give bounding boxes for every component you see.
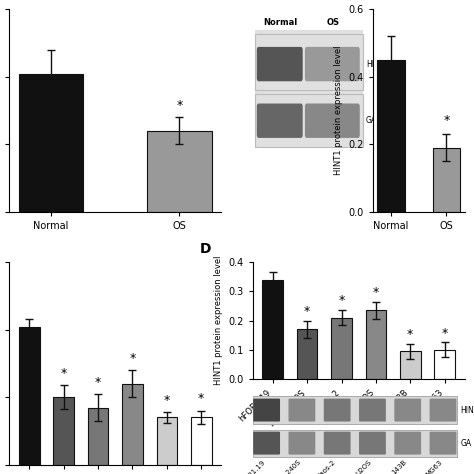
Bar <box>255 94 363 147</box>
Bar <box>253 396 457 424</box>
Y-axis label: HINT1 protein expression level: HINT1 protein expression level <box>334 46 343 175</box>
Text: MG63: MG63 <box>424 459 443 474</box>
FancyBboxPatch shape <box>324 432 351 455</box>
Text: *: * <box>443 114 450 128</box>
FancyBboxPatch shape <box>429 432 456 455</box>
Bar <box>191 417 211 465</box>
Bar <box>122 383 143 465</box>
Bar <box>434 350 455 379</box>
Bar <box>255 30 363 147</box>
Text: U2OS: U2OS <box>355 459 373 474</box>
FancyBboxPatch shape <box>257 47 303 81</box>
Text: *: * <box>304 305 310 318</box>
FancyBboxPatch shape <box>359 432 386 455</box>
Y-axis label: HINT1 protein expression level: HINT1 protein expression level <box>214 256 223 385</box>
Bar <box>263 280 283 379</box>
Text: *: * <box>176 99 182 112</box>
Text: *: * <box>441 327 448 339</box>
FancyBboxPatch shape <box>305 47 360 81</box>
Text: *: * <box>198 392 204 405</box>
Text: *: * <box>373 286 379 299</box>
Text: *: * <box>338 294 345 308</box>
Text: 143B: 143B <box>391 459 408 474</box>
Text: *: * <box>95 376 101 389</box>
Text: *: * <box>407 328 413 341</box>
FancyBboxPatch shape <box>257 103 303 138</box>
Bar <box>156 417 177 465</box>
Text: Saos-2: Saos-2 <box>317 459 337 474</box>
Bar <box>377 60 405 212</box>
FancyBboxPatch shape <box>253 399 280 421</box>
Text: D: D <box>200 242 211 256</box>
Bar <box>19 74 83 212</box>
FancyBboxPatch shape <box>429 399 456 421</box>
Text: Normal: Normal <box>264 18 298 27</box>
Bar <box>54 397 74 465</box>
Text: HIN: HIN <box>460 406 474 415</box>
Text: *: * <box>61 366 67 380</box>
Bar <box>253 429 457 457</box>
FancyBboxPatch shape <box>394 432 421 455</box>
Bar <box>88 408 109 465</box>
Bar <box>255 34 363 91</box>
Text: OS: OS <box>327 18 340 27</box>
Text: *: * <box>164 393 170 407</box>
Bar <box>365 310 386 379</box>
Bar <box>297 329 318 379</box>
FancyBboxPatch shape <box>289 432 315 455</box>
Bar <box>19 327 40 465</box>
Text: GA: GA <box>460 438 472 447</box>
Bar <box>400 351 420 379</box>
Bar <box>433 148 460 212</box>
Text: *: * <box>129 352 136 365</box>
Text: GAPDH: GAPDH <box>366 116 393 125</box>
FancyBboxPatch shape <box>359 399 386 421</box>
Bar <box>147 131 211 212</box>
FancyBboxPatch shape <box>324 399 351 421</box>
FancyBboxPatch shape <box>305 103 360 138</box>
Bar <box>331 318 352 379</box>
Text: HINT1: HINT1 <box>366 60 389 69</box>
FancyBboxPatch shape <box>289 399 315 421</box>
FancyBboxPatch shape <box>253 432 280 455</box>
Text: KHOS-240S: KHOS-240S <box>270 459 302 474</box>
Text: hFOB1.19: hFOB1.19 <box>238 459 267 474</box>
FancyBboxPatch shape <box>394 399 421 421</box>
